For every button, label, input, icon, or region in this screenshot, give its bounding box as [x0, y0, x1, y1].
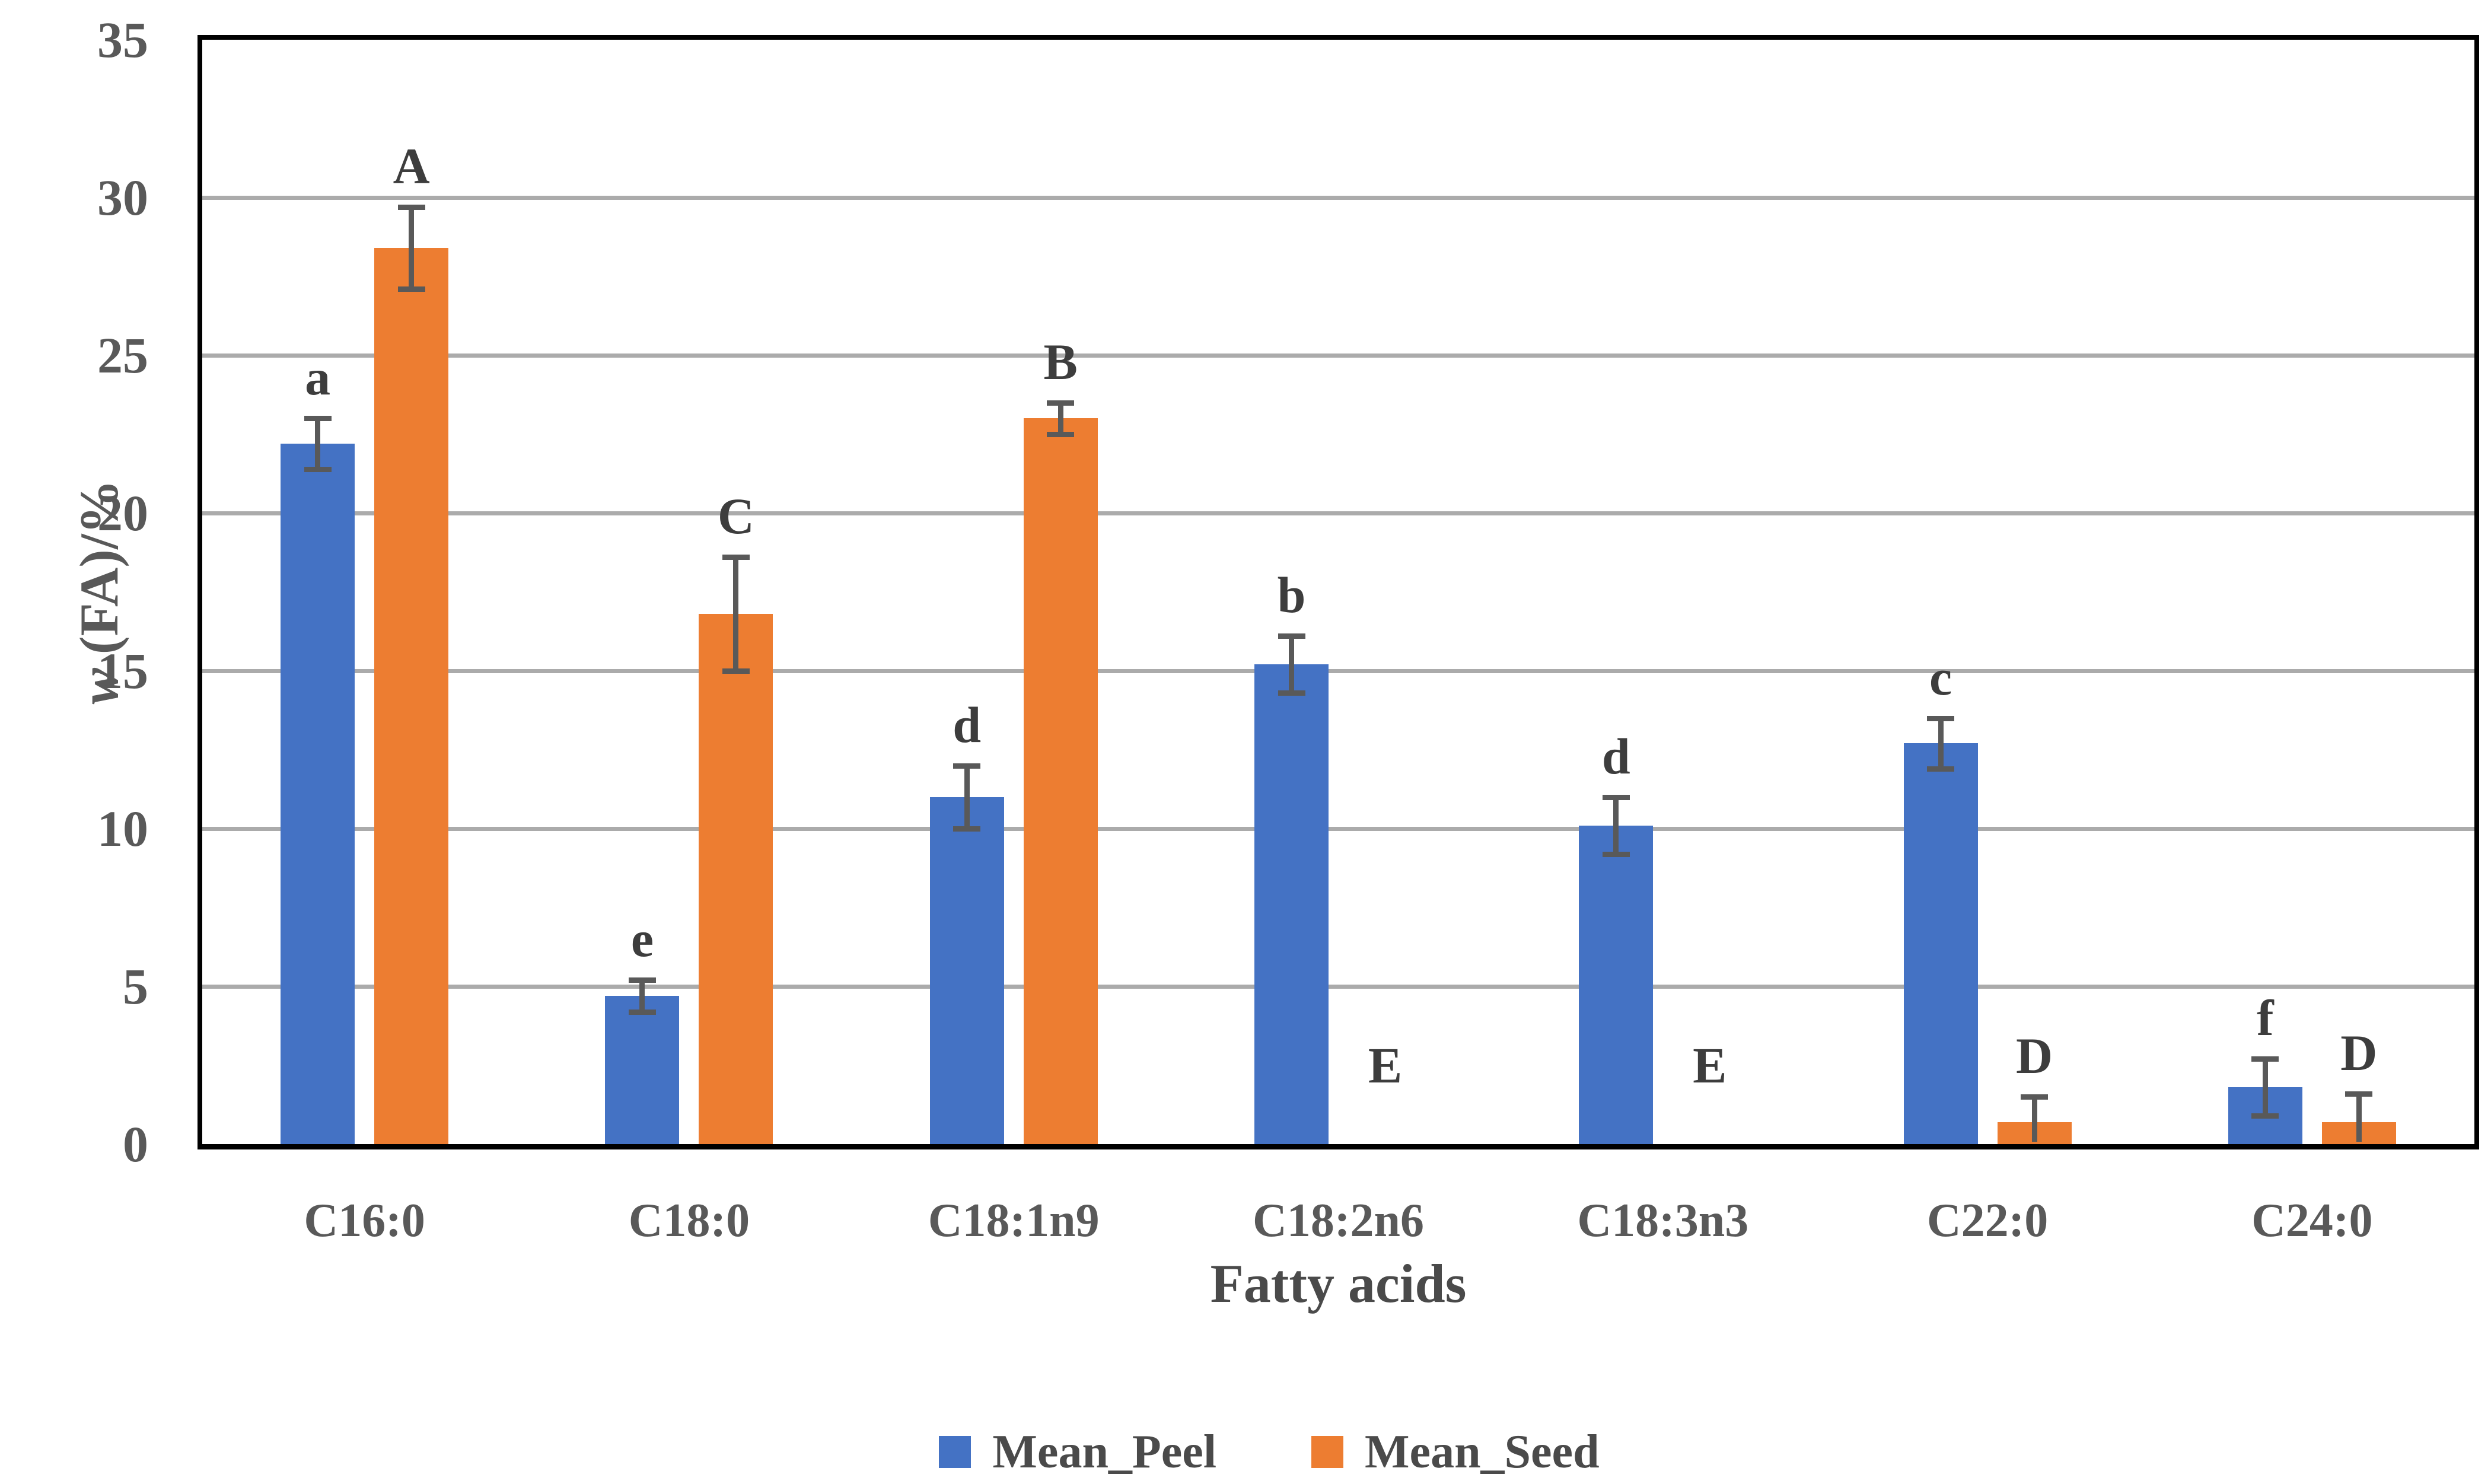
legend-label-seed: Mean_Seed	[1365, 1426, 1600, 1478]
error-bar-mean-seed-c18-1n9	[1057, 402, 1063, 434]
legend-item-seed: Mean_Seed	[1311, 1428, 1600, 1476]
error-bar-cap-bottom-mean-peel-c18-2n6	[1278, 690, 1305, 696]
x-tick-label-c24-0: C24:0	[2251, 1195, 2373, 1247]
legend: Mean_Peel Mean_Seed	[0, 1422, 2491, 1482]
error-bar-cap-bottom-mean-peel-c18-3n3	[1602, 851, 1630, 857]
plot-border	[198, 35, 2479, 1149]
error-bar-cap-top-mean-peel-c18-2n6	[1278, 633, 1305, 639]
gridline-20	[202, 511, 2474, 515]
error-bar-mean-peel-c18-3n3	[1613, 797, 1619, 854]
gridline-25	[202, 354, 2474, 358]
error-bar-cap-bottom-mean-peel-c16-0	[304, 466, 332, 472]
error-bar-mean-peel-c24-0	[2262, 1059, 2268, 1116]
error-bar-mean-peel-c18-2n6	[1289, 636, 1294, 693]
sig-letter-mean-peel-c18-1n9: d	[953, 696, 982, 753]
bar-mean-peel-c18-1n9	[929, 797, 1004, 1144]
sig-letter-mean-seed-c22-0: D	[2016, 1027, 2053, 1085]
error-bar-cap-top-mean-seed-c16-0	[397, 204, 425, 210]
bar-mean-seed-c18-1n9	[1023, 418, 1098, 1144]
error-bar-cap-bottom-mean-peel-c24-0	[2251, 1113, 2279, 1119]
x-tick-label-c18-3n3: C18:3n3	[1577, 1195, 1749, 1247]
error-bar-cap-bottom-mean-seed-c16-0	[397, 286, 425, 292]
y-tick-label-20: 20	[97, 485, 148, 542]
y-tick-label-0: 0	[123, 1116, 148, 1173]
y-tick-label-25: 25	[97, 327, 148, 384]
error-bar-cap-bottom-mean-peel-c18-1n9	[953, 826, 981, 832]
error-bar-mean-seed-c24-0	[2356, 1093, 2362, 1142]
gridline-5	[202, 985, 2474, 989]
gridline-30	[202, 196, 2474, 200]
bar-mean-seed-c18-0	[699, 614, 773, 1144]
error-bar-cap-top-mean-seed-c24-0	[2345, 1091, 2373, 1097]
legend-label-peel: Mean_Peel	[992, 1426, 1217, 1478]
error-bar-cap-bottom-mean-seed-c18-0	[722, 668, 750, 674]
error-bar-mean-peel-c18-1n9	[964, 765, 970, 829]
x-tick-label-c18-2n6: C18:2n6	[1253, 1195, 1424, 1247]
y-tick-label-10: 10	[97, 800, 148, 857]
sig-letter-mean-seed-c24-0: D	[2340, 1024, 2378, 1081]
y-tick-label-5: 5	[123, 958, 148, 1015]
error-bar-cap-top-mean-peel-c18-3n3	[1602, 794, 1630, 800]
sig-letter-mean-seed-c18-2n6: E	[1368, 1037, 1403, 1094]
x-tick-label-c22-0: C22:0	[1926, 1195, 2049, 1247]
x-tick-label-c16-0: C16:0	[304, 1195, 425, 1247]
sig-letter-mean-seed-c16-0: A	[393, 137, 430, 195]
bar-mean-seed-c16-0	[374, 248, 449, 1144]
sig-letter-mean-seed-c18-0: C	[717, 488, 754, 545]
bar-mean-peel-c18-2n6	[1254, 664, 1329, 1144]
x-tick-label-c18-1n9: C18:1n9	[928, 1195, 1100, 1247]
error-bar-cap-top-mean-seed-c18-0	[722, 555, 750, 561]
sig-letter-mean-peel-c22-0: c	[1929, 648, 1952, 706]
error-bar-cap-top-mean-peel-c24-0	[2251, 1056, 2279, 1062]
bar-mean-peel-c22-0	[1903, 743, 1978, 1144]
error-bar-cap-top-mean-peel-c16-0	[304, 416, 332, 422]
bar-mean-peel-c18-0	[605, 995, 680, 1144]
sig-letter-mean-peel-c16-0: a	[305, 349, 331, 406]
y-tick-label-30: 30	[97, 169, 148, 226]
error-bar-cap-bottom-mean-seed-c18-1n9	[1047, 432, 1075, 437]
error-bar-mean-peel-c18-0	[639, 980, 645, 1012]
error-bar-cap-top-mean-seed-c18-1n9	[1047, 400, 1075, 406]
y-tick-label-15: 15	[97, 642, 148, 699]
sig-letter-mean-seed-c18-3n3: E	[1693, 1037, 1727, 1094]
error-bar-cap-top-mean-peel-c18-0	[628, 977, 656, 983]
error-bar-mean-seed-c18-0	[733, 557, 739, 671]
sig-letter-mean-seed-c18-1n9: B	[1043, 333, 1078, 390]
x-tick-label-c18-0: C18:0	[628, 1195, 750, 1247]
seed-series-swatch-icon	[1311, 1436, 1344, 1468]
error-bar-cap-bottom-mean-peel-c18-0	[628, 1009, 656, 1015]
sig-letter-mean-peel-c18-3n3: d	[1601, 727, 1630, 785]
gridline-10	[202, 827, 2474, 831]
legend-item-peel: Mean_Peel	[939, 1428, 1216, 1476]
error-bar-cap-bottom-mean-peel-c22-0	[1927, 766, 1955, 772]
error-bar-cap-top-mean-peel-c22-0	[1927, 715, 1955, 721]
gridline-15	[202, 669, 2474, 673]
sig-letter-mean-peel-c18-0: e	[630, 910, 654, 968]
error-bar-cap-top-mean-seed-c22-0	[2021, 1094, 2049, 1100]
error-bar-mean-peel-c16-0	[315, 418, 321, 469]
error-bar-cap-top-mean-peel-c18-1n9	[953, 763, 981, 769]
y-tick-label-35: 35	[97, 11, 148, 68]
error-bar-mean-seed-c16-0	[409, 206, 415, 289]
error-bar-mean-seed-c22-0	[2031, 1097, 2037, 1142]
peel-series-swatch-icon	[939, 1436, 971, 1468]
x-axis-title: Fatty acids	[1210, 1253, 1467, 1314]
bar-mean-peel-c16-0	[281, 443, 355, 1144]
sig-letter-mean-peel-c18-2n6: b	[1277, 566, 1306, 624]
bar-mean-peel-c18-3n3	[1579, 825, 1654, 1144]
sig-letter-mean-peel-c24-0: f	[2257, 989, 2274, 1047]
error-bar-mean-peel-c22-0	[1938, 718, 1944, 769]
